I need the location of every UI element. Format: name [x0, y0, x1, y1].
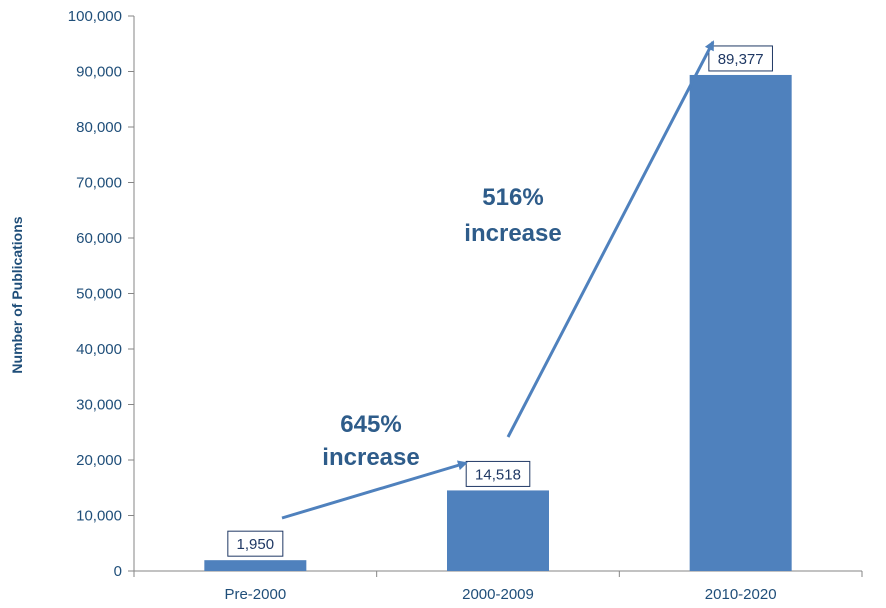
growth-annotation: 645%	[340, 411, 401, 438]
data-label-box	[465, 460, 531, 487]
x-tick-label: Pre-2000	[224, 586, 286, 603]
growth-annotation: increase	[322, 444, 419, 471]
y-axis-label: Number of Publications	[9, 216, 25, 373]
x-axis: Pre-2000 2000-2009 2010-2020	[133, 570, 863, 603]
data-label: 14,518	[475, 466, 521, 483]
y-tick-label: 80,000	[76, 119, 122, 136]
data-label-box	[708, 45, 773, 72]
x-tick-label: 2000-2009	[462, 586, 534, 603]
y-tick-label: 60,000	[76, 230, 122, 247]
y-tick-label: 100,000	[68, 8, 122, 25]
bar	[689, 74, 792, 572]
y-tick-label: 10,000	[76, 508, 122, 525]
y-tick-label: 0	[114, 563, 122, 580]
growth-arrow	[506, 40, 715, 438]
y-tick-label: 90,000	[76, 64, 122, 81]
bar-series: 1,950 14,518 89,377	[204, 45, 792, 572]
data-label-box	[227, 530, 284, 557]
annotations: 645% increase 516% increase	[281, 40, 715, 520]
data-label: 89,377	[718, 51, 764, 68]
y-tick-label: 30,000	[76, 397, 122, 414]
growth-annotation: 516%	[482, 184, 543, 211]
bar	[204, 560, 307, 571]
y-tick-label: 50,000	[76, 286, 122, 303]
y-axis: 0 10,000 20,000 30,000 40,000 50,000 60,000 70,…	[68, 8, 135, 580]
y-tick-label: 20,000	[76, 452, 122, 469]
y-tick-label: 40,000	[76, 341, 122, 358]
growth-arrow	[281, 460, 468, 520]
growth-annotation: increase	[464, 220, 561, 247]
x-tick-label: 2010-2020	[705, 586, 777, 603]
y-tick-label: 70,000	[76, 175, 122, 192]
data-label: 1,950	[237, 536, 275, 553]
bar	[447, 490, 549, 571]
